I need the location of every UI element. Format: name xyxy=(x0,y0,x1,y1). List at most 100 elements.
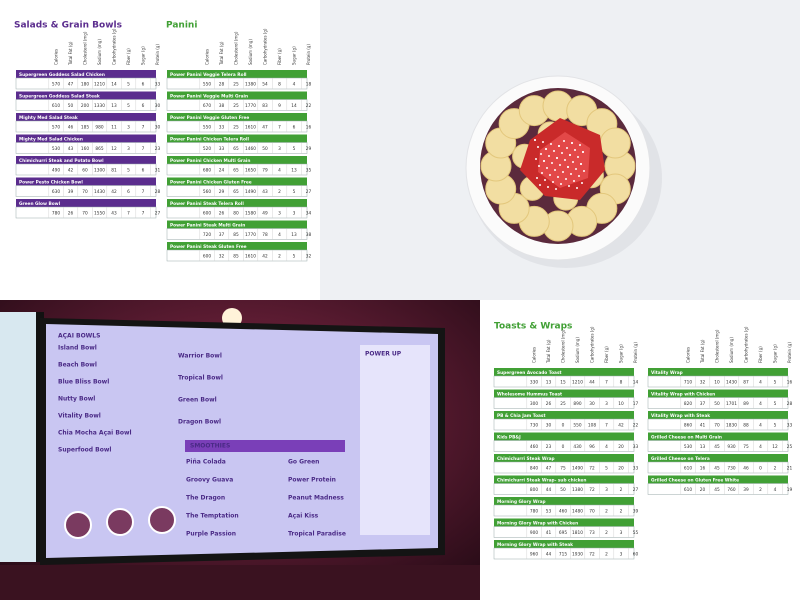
cell-value: 0 xyxy=(562,444,565,450)
menu-item: Peanut Madness xyxy=(288,495,344,502)
column-header: Protein (g) xyxy=(155,44,160,65)
row-cells xyxy=(493,440,635,452)
coconut xyxy=(534,139,536,141)
row-header-bar xyxy=(167,242,307,250)
cell-value: 33 xyxy=(787,422,793,428)
coconut xyxy=(537,146,539,148)
cell-value: 20 xyxy=(700,487,706,493)
cell-value: 81 xyxy=(111,167,117,173)
cell-value: 5 xyxy=(774,422,777,428)
row-header-bar xyxy=(16,156,156,164)
cell-value: 2 xyxy=(605,551,608,557)
menu-item: Nutty Bowl xyxy=(58,396,95,403)
row-cells xyxy=(493,504,635,517)
coconut xyxy=(556,157,558,159)
row-cells xyxy=(166,142,308,154)
row-cells xyxy=(647,483,789,495)
row-name: Morning Glory Wrap xyxy=(497,499,546,505)
row-name: Vitality Wrap with Chicken xyxy=(651,391,715,397)
cell-value: 4 xyxy=(293,81,296,87)
menu-item: Chia Mocha Açai Bowl xyxy=(58,430,132,437)
cell-value: 39 xyxy=(743,487,749,493)
column-header: Sodium (mg) xyxy=(575,337,580,363)
column-header: Carbohydrates (g) xyxy=(263,28,268,65)
bowl-image xyxy=(64,511,92,539)
cell-value: 180 xyxy=(81,81,89,87)
menu-heading: AÇAI BOWLS xyxy=(58,333,100,340)
menu-heading: SMOOTHIES xyxy=(190,443,230,450)
coconut xyxy=(583,170,585,172)
cell-value: 2 xyxy=(774,465,777,471)
cell-value: 87 xyxy=(743,379,749,385)
row-name: Green Glow Bowl xyxy=(19,201,61,207)
cell-value: 1830 xyxy=(726,422,737,428)
column-header: Total Fat (g) xyxy=(219,41,224,66)
cell-value: 39 xyxy=(633,508,639,514)
coconut xyxy=(562,171,564,173)
cell-value: 33 xyxy=(219,146,225,152)
row-header-bar xyxy=(494,540,634,548)
row-header-bar xyxy=(167,220,307,229)
cell-value: 25 xyxy=(233,103,239,109)
coconut xyxy=(557,176,559,178)
menu-item: Vitality Bowl xyxy=(58,413,101,420)
cell-value: 185 xyxy=(81,124,89,130)
cell-value: 1580 xyxy=(245,210,256,216)
cell-value: 46 xyxy=(743,465,749,471)
cell-value: 44 xyxy=(589,379,595,385)
cell-value: 70 xyxy=(714,422,720,428)
cell-value: 7 xyxy=(142,146,145,152)
row-header-bar xyxy=(648,411,788,419)
cell-value: 8 xyxy=(278,81,281,87)
row-header-bar xyxy=(648,475,788,484)
coconut xyxy=(554,169,556,171)
cell-value: 1380 xyxy=(572,487,583,493)
coconut xyxy=(547,186,549,188)
cell-value: 720 xyxy=(203,232,211,238)
cell-value: 3 xyxy=(278,210,281,216)
column-header: Carbohydrates (g) xyxy=(590,326,595,363)
row-cells xyxy=(166,163,308,176)
coconut xyxy=(566,147,568,149)
cell-value: 75 xyxy=(743,444,749,450)
cell-value: 50 xyxy=(68,103,74,109)
cell-value: 3 xyxy=(620,530,623,536)
cell-value: 43 xyxy=(68,146,74,152)
cell-value: 7 xyxy=(142,210,145,216)
cell-value: 7 xyxy=(278,124,281,130)
row-cells xyxy=(166,185,308,197)
coconut xyxy=(582,151,584,153)
cell-value: 38 xyxy=(219,103,225,109)
menu-item: Piña Colada xyxy=(186,459,226,466)
row-name: Power Pesto Chicken Bowl xyxy=(19,179,83,185)
cell-value: 900 xyxy=(530,530,538,536)
cell-value: 53 xyxy=(546,508,552,514)
row-cells xyxy=(647,440,789,452)
row-header-bar xyxy=(648,454,788,462)
cell-value: 13 xyxy=(291,232,297,238)
row-name: PB & Chia Jam Toast xyxy=(497,413,546,419)
cell-value: 1490 xyxy=(572,465,583,471)
cell-value: 41 xyxy=(700,422,706,428)
cell-value: 29 xyxy=(219,189,225,195)
cell-value: 33 xyxy=(155,81,161,87)
row-name: Power Panini Chicken Multi Grain xyxy=(170,158,250,164)
cell-value: 2 xyxy=(605,508,608,514)
menu-item: Açai Kiss xyxy=(288,513,319,520)
row-name: Supergreen Goddess Salad Steak xyxy=(19,93,100,99)
cell-value: 27 xyxy=(306,189,312,195)
cell-value: 2 xyxy=(278,253,281,259)
coconut xyxy=(571,142,573,144)
menu-item: Tropical Bowl xyxy=(178,375,223,382)
cell-value: 38 xyxy=(306,232,312,238)
cell-value: 50 xyxy=(714,401,720,407)
row-cells xyxy=(493,526,635,538)
cell-value: 65 xyxy=(233,189,239,195)
cell-value: 4 xyxy=(278,232,281,238)
coconut xyxy=(579,144,581,146)
row-name: Power Panini Chicken Telera Roll xyxy=(170,136,249,142)
cell-value: 1460 xyxy=(245,146,256,152)
cell-value: 28 xyxy=(155,189,161,195)
cell-value: 6 xyxy=(293,124,296,130)
cell-value: 60 xyxy=(633,551,639,557)
